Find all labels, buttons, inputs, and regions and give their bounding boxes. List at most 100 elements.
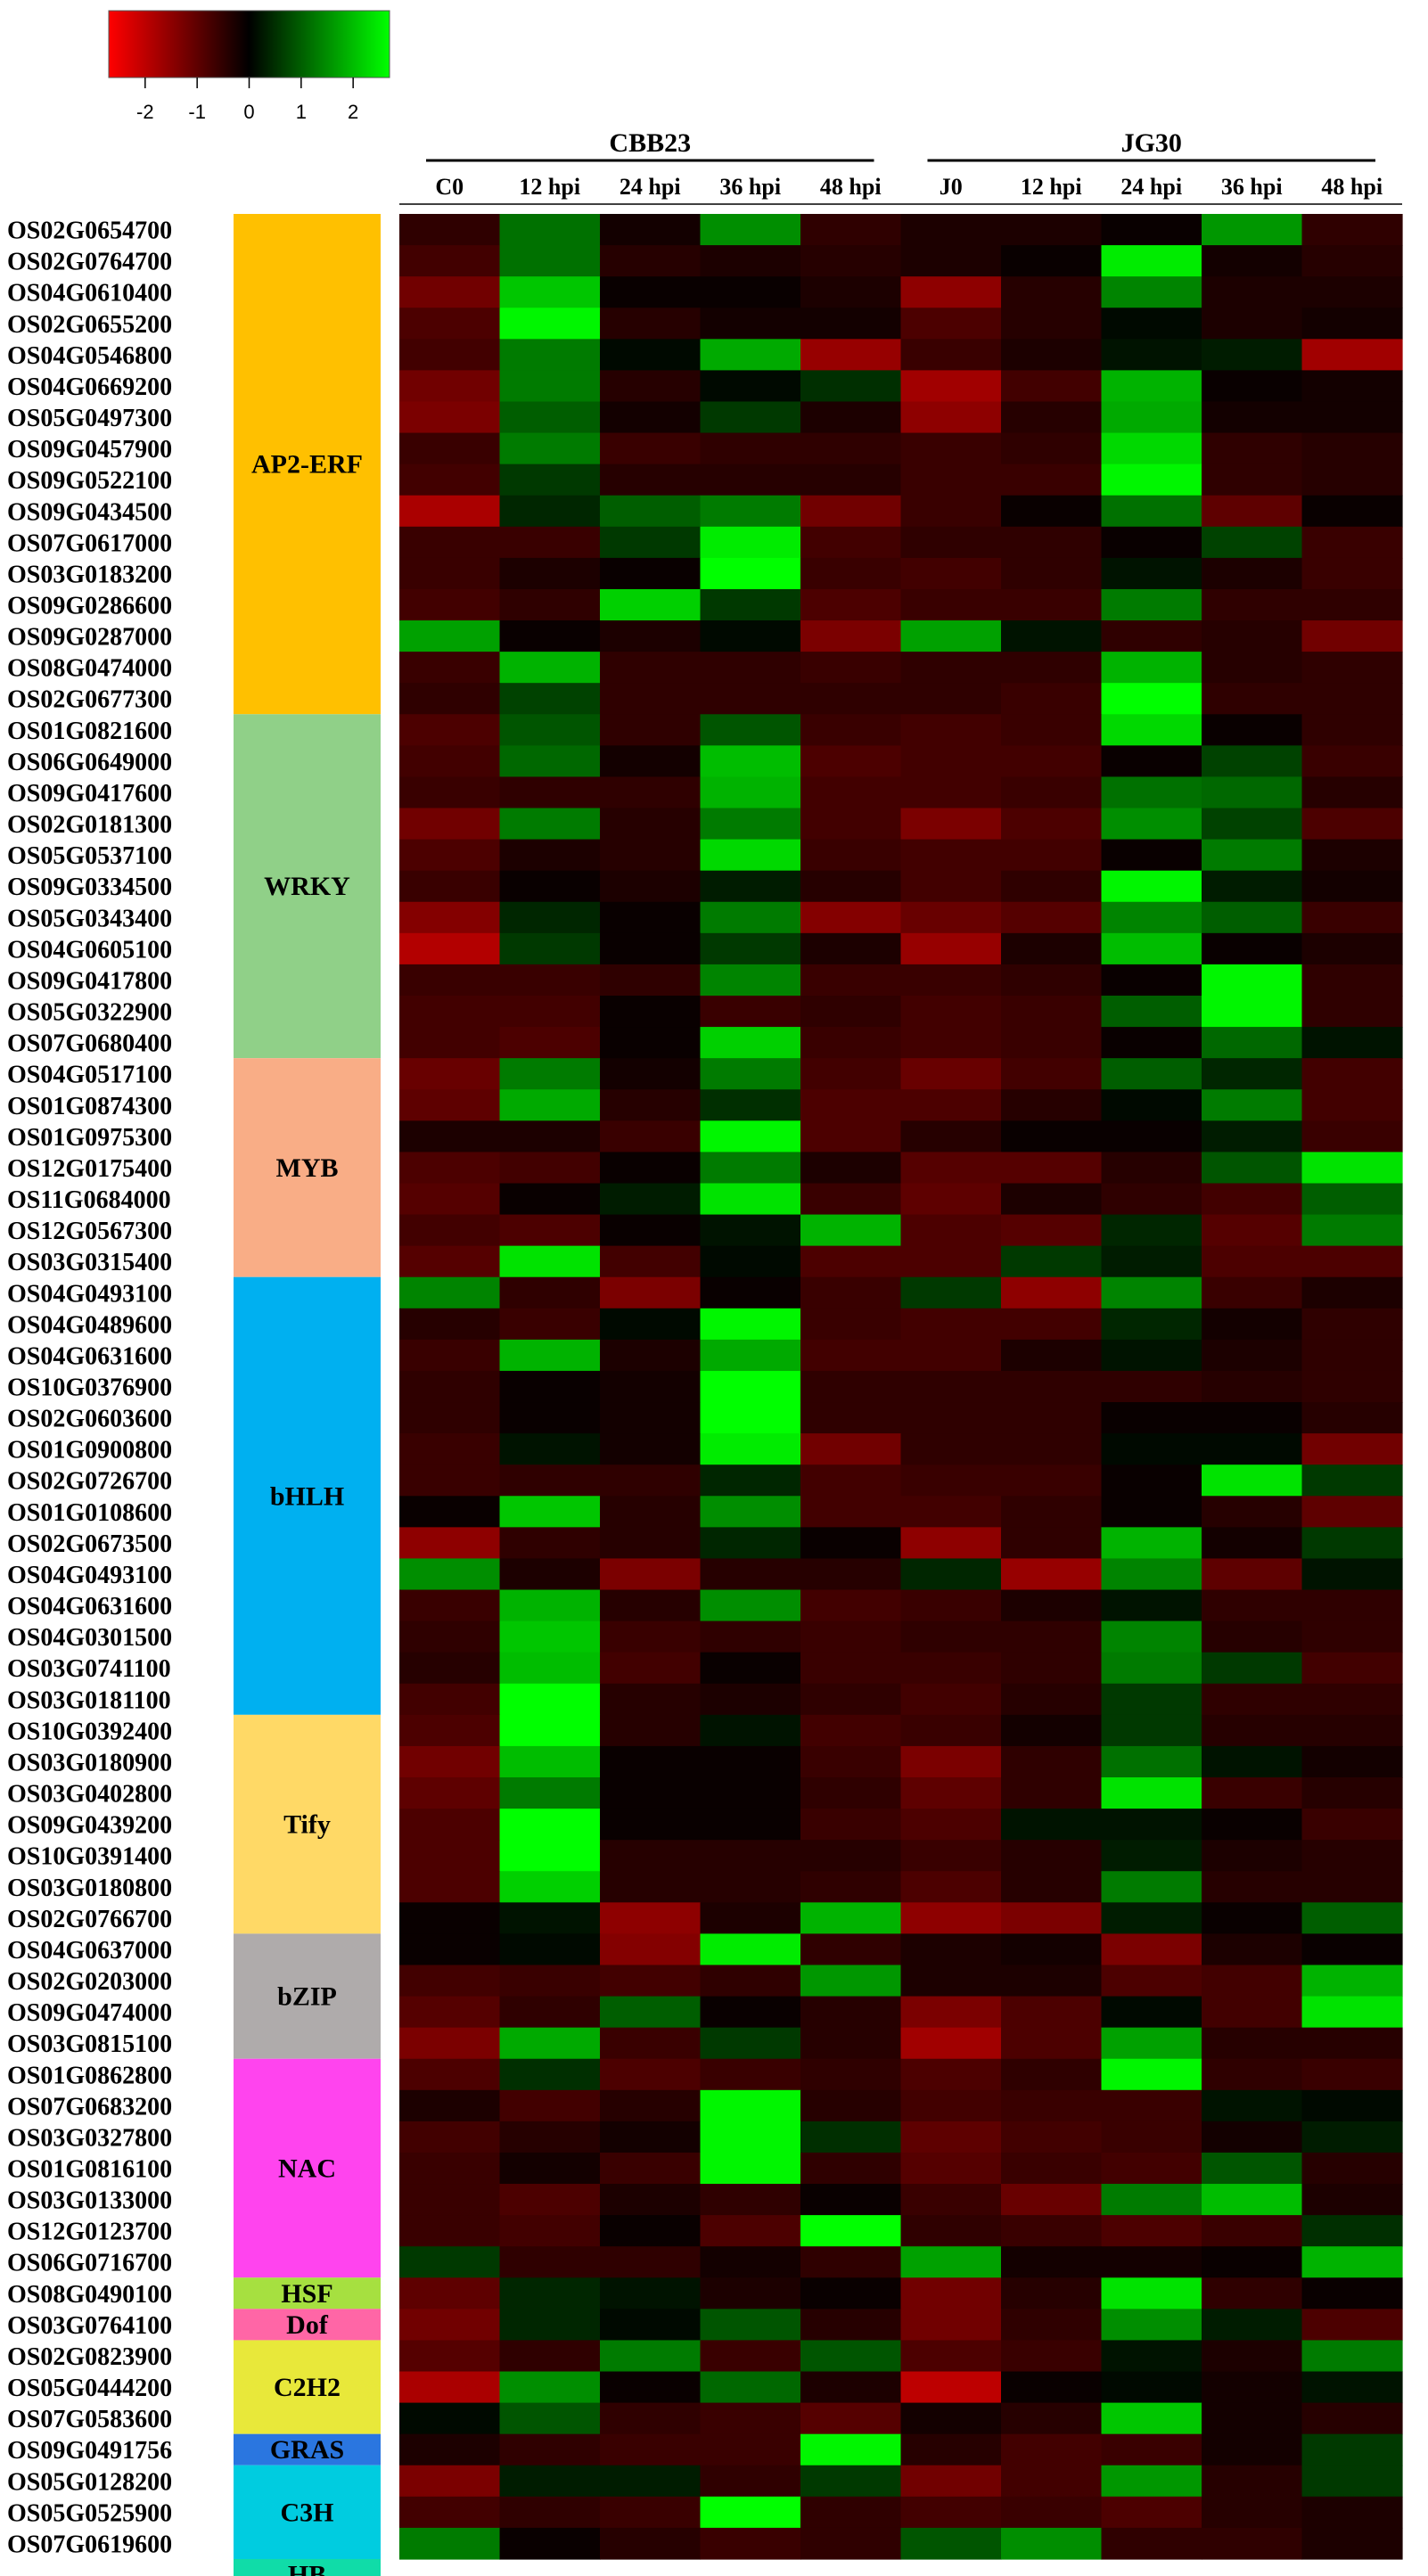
heatmap-cell bbox=[700, 2309, 801, 2342]
heatmap-cell bbox=[1101, 1745, 1202, 1778]
heatmap-cell bbox=[1101, 652, 1202, 684]
heatmap-cell bbox=[399, 1339, 501, 1372]
gene-label: OS02G0203000 bbox=[7, 1968, 172, 1996]
heatmap-cell bbox=[499, 1589, 601, 1622]
heatmap-cell bbox=[700, 2184, 801, 2216]
heatmap-cell bbox=[600, 1496, 702, 1528]
heatmap-cell bbox=[700, 1589, 801, 1622]
heatmap-cell bbox=[800, 495, 902, 528]
heatmap-cell bbox=[1202, 714, 1303, 746]
heatmap-cell bbox=[1001, 652, 1103, 684]
heatmap-cell bbox=[1202, 1276, 1303, 1309]
gene-label: OS09G0286600 bbox=[7, 593, 172, 620]
heatmap-cell bbox=[399, 2215, 501, 2247]
heatmap-cell bbox=[399, 932, 501, 965]
heatmap-cell bbox=[1101, 1308, 1202, 1341]
heatmap-cell bbox=[1301, 1589, 1403, 1622]
gene-label: OS03G0741100 bbox=[7, 1655, 171, 1683]
heatmap-cell bbox=[1301, 2465, 1403, 2498]
heatmap-cell bbox=[700, 714, 801, 746]
heatmap-cell bbox=[1101, 1152, 1202, 1185]
heatmap-cell bbox=[1202, 432, 1303, 465]
heatmap-cell bbox=[399, 557, 501, 590]
heatmap-cell bbox=[700, 1308, 801, 1341]
heatmap-cell bbox=[1202, 370, 1303, 403]
heatmap-cell bbox=[1202, 588, 1303, 621]
heatmap-cell bbox=[600, 214, 702, 246]
heatmap-cell bbox=[1101, 1245, 1202, 1278]
heatmap-cell bbox=[399, 370, 501, 403]
heatmap-cell bbox=[1202, 1496, 1303, 1528]
heatmap-cell bbox=[1001, 526, 1103, 559]
heatmap-cell bbox=[1001, 370, 1103, 403]
heatmap-cell bbox=[1202, 808, 1303, 841]
heatmap-cell bbox=[800, 339, 902, 371]
heatmap-cell bbox=[600, 683, 702, 715]
family-label: GRAS bbox=[270, 2435, 344, 2465]
heatmap-cell bbox=[1101, 526, 1202, 559]
heatmap-cell bbox=[900, 652, 1002, 684]
gene-label: OS12G0123700 bbox=[7, 2219, 172, 2246]
heatmap-cell bbox=[1202, 1871, 1303, 1903]
heatmap-cell bbox=[1101, 1027, 1202, 1059]
heatmap-cell bbox=[700, 2027, 801, 2060]
heatmap-cell bbox=[499, 683, 601, 715]
heatmap-cell bbox=[700, 996, 801, 1028]
heatmap-cell bbox=[1001, 2402, 1103, 2435]
heatmap-cell bbox=[1001, 2433, 1103, 2466]
gene-label: OS03G0181100 bbox=[7, 1686, 171, 1714]
heatmap-cell bbox=[1001, 1965, 1103, 1998]
heatmap-cell bbox=[1001, 2215, 1103, 2247]
heatmap-cell bbox=[700, 1652, 801, 1685]
heatmap-cell bbox=[800, 1245, 902, 1278]
heatmap-cell bbox=[600, 1276, 702, 1309]
heatmap-cell bbox=[700, 2246, 801, 2278]
heatmap-cell bbox=[1202, 276, 1303, 308]
heatmap-cell bbox=[700, 308, 801, 340]
heatmap-cell bbox=[1001, 1089, 1103, 1121]
gene-label: OS02G0726700 bbox=[7, 1468, 172, 1496]
heatmap-cell bbox=[1301, 1777, 1403, 1809]
heatmap-cell bbox=[1101, 1652, 1202, 1685]
gene-label: OS05G0322900 bbox=[7, 999, 172, 1027]
heatmap-cell bbox=[1301, 2496, 1403, 2529]
heatmap-cell bbox=[499, 620, 601, 652]
heatmap-cell bbox=[600, 2027, 702, 2060]
heatmap-cell bbox=[1301, 526, 1403, 559]
heatmap-cell bbox=[499, 370, 601, 403]
heatmap-cell bbox=[1202, 652, 1303, 684]
heatmap-cell bbox=[1202, 1589, 1303, 1622]
heatmap-cell bbox=[499, 1683, 601, 1716]
heatmap-cell bbox=[700, 2402, 801, 2435]
gene-label: OS07G0619600 bbox=[7, 2531, 172, 2558]
heatmap-cell bbox=[600, 1840, 702, 1872]
column-label: 24 hpi bbox=[620, 174, 681, 200]
heatmap-cell bbox=[499, 1996, 601, 2029]
heatmap-cell bbox=[1301, 339, 1403, 371]
heatmap-cell bbox=[800, 1339, 902, 1372]
heatmap-cell bbox=[1001, 1902, 1103, 1934]
heatmap-cell bbox=[499, 339, 601, 371]
heatmap-cell bbox=[499, 808, 601, 841]
heatmap-cell bbox=[900, 370, 1002, 403]
heatmap-cell bbox=[1301, 401, 1403, 434]
heatmap-cell bbox=[1301, 839, 1403, 872]
heatmap-cell bbox=[1202, 1620, 1303, 1653]
heatmap-cell bbox=[1301, 495, 1403, 528]
heatmap-cell bbox=[800, 2433, 902, 2466]
heatmap-cell bbox=[1301, 2027, 1403, 2060]
heatmap-cell bbox=[1001, 932, 1103, 965]
heatmap-cell bbox=[499, 1183, 601, 1216]
heatmap-cell bbox=[600, 2371, 702, 2404]
heatmap-cell bbox=[700, 2058, 801, 2091]
heatmap-cell bbox=[800, 1183, 902, 1216]
family-bar bbox=[234, 714, 381, 1059]
heatmap-cell bbox=[399, 2340, 501, 2373]
heatmap-cell bbox=[399, 901, 501, 934]
heatmap-cell bbox=[600, 1714, 702, 1747]
heatmap-cell bbox=[399, 776, 501, 809]
heatmap-cell bbox=[600, 2215, 702, 2247]
gene-label: OS02G0181300 bbox=[7, 811, 172, 839]
heatmap-cell bbox=[1202, 1058, 1303, 1090]
heatmap-cells bbox=[399, 214, 1403, 2560]
